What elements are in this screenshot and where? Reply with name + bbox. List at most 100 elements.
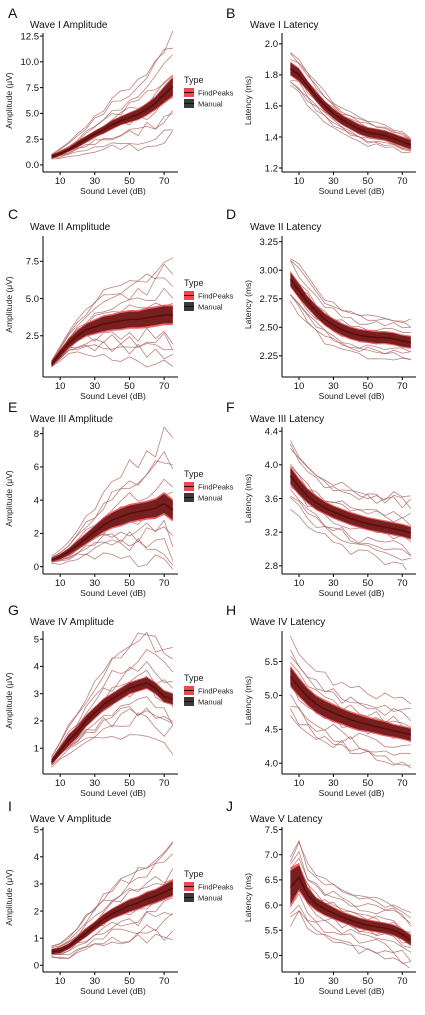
individual-trace	[51, 74, 174, 157]
mean-line	[289, 876, 412, 941]
x-axis-label: Sound Level (dB)	[319, 788, 385, 798]
individual-trace	[51, 538, 174, 562]
x-tick-label: 10	[55, 176, 66, 187]
individual-trace	[290, 662, 411, 729]
individual-trace	[51, 911, 173, 956]
x-tick-label: 70	[397, 176, 408, 187]
mean-line	[50, 682, 174, 763]
x-tick-label: 10	[294, 976, 305, 987]
manual-band	[290, 272, 411, 348]
plot-area	[289, 258, 412, 361]
individual-trace	[51, 933, 173, 959]
legend: Type FindPeaks Manual	[184, 278, 234, 312]
individual-trace	[290, 893, 412, 953]
individual-trace	[290, 649, 411, 713]
individual-trace	[51, 631, 173, 758]
panel-c: C Wave II Amplitude 2.5 5.0 7.5 10 30 50 70 Sound…	[4, 206, 234, 401]
x-tick-label: 10	[55, 578, 66, 589]
panel-letter: D	[226, 206, 236, 222]
plot-area	[51, 31, 174, 160]
legend-label: FindPeaks	[198, 483, 234, 492]
x-tick-label: 30	[328, 976, 339, 987]
panel-letter: B	[226, 5, 235, 21]
x-tick-label: 30	[90, 578, 101, 589]
individual-trace	[51, 734, 174, 768]
y-axis-label: Latency (ms)	[243, 676, 253, 725]
individual-trace	[51, 263, 174, 362]
y-tick-label: 0.0	[26, 160, 39, 171]
mean-line	[289, 475, 411, 534]
y-axis-label: Amplitude (μV)	[4, 470, 14, 527]
y-tick-label: 6.0	[265, 900, 278, 911]
individual-trace	[51, 54, 174, 156]
individual-trace	[51, 648, 174, 761]
panel-letter: F	[226, 399, 235, 415]
y-tick-label: 2	[34, 716, 39, 727]
plot-area	[289, 52, 412, 154]
y-tick-label: 12.5	[21, 31, 40, 42]
x-axis-label: Sound Level (dB)	[80, 788, 146, 798]
panel-title: Wave II Latency	[250, 222, 321, 233]
x-tick-label: 30	[328, 381, 339, 392]
y-axis-label: Amplitude (μV)	[4, 276, 14, 333]
x-tick-label: 50	[124, 176, 135, 187]
x-axis-label: Sound Level (dB)	[319, 186, 385, 196]
individual-trace	[51, 706, 174, 766]
individual-trace	[51, 537, 174, 566]
individual-trace	[290, 486, 412, 543]
individual-trace	[290, 465, 412, 527]
individual-trace	[290, 636, 412, 705]
x-tick-label: 50	[363, 578, 374, 589]
individual-trace	[290, 497, 411, 561]
x-tick-label: 70	[397, 381, 408, 392]
manual-band	[51, 77, 173, 159]
x-axis-label: Sound Level (dB)	[80, 186, 146, 196]
y-tick-label: 2.5	[26, 331, 39, 342]
legend: Type FindPeaks Manual	[184, 869, 234, 903]
panel-a: A Wave I Amplitude 0.0 2.5 5.0 7.5 10.0 12.5 10 3…	[4, 5, 234, 196]
mean-line	[51, 887, 174, 953]
y-tick-label: 4.0	[265, 759, 278, 770]
individual-trace	[290, 910, 411, 965]
y-tick-label: 1	[34, 743, 39, 754]
panel-title: Wave V Amplitude	[30, 814, 112, 825]
mean-line	[51, 502, 174, 561]
legend-label: Manual	[198, 494, 223, 503]
individual-trace	[290, 865, 412, 935]
x-axis-label: Sound Level (dB)	[319, 588, 385, 598]
x-tick-label: 10	[294, 778, 305, 789]
x-axis-label: Sound Level (dB)	[80, 588, 146, 598]
y-axis-label: Amplitude (μV)	[4, 672, 14, 729]
y-tick-label: 4.0	[265, 460, 278, 471]
manual-band	[290, 865, 411, 946]
y-tick-label: 5.5	[265, 657, 278, 668]
legend-label: Manual	[198, 100, 223, 109]
individual-trace	[290, 839, 412, 919]
y-tick-label: 2.0	[265, 39, 278, 50]
y-tick-label: 6.5	[265, 875, 278, 886]
x-axis-label: Sound Level (dB)	[319, 391, 385, 401]
mean-line	[50, 314, 173, 365]
x-axis-label: Sound Level (dB)	[319, 986, 385, 996]
x-tick-label: 50	[124, 381, 135, 392]
panel-e: E Wave III Amplitude 0 2 4 6 8 10 30 50 70 Sound Le…	[4, 399, 234, 598]
y-tick-label: 2	[34, 906, 39, 917]
individual-trace	[51, 332, 174, 366]
x-tick-label: 70	[159, 176, 170, 187]
individual-trace	[290, 841, 411, 913]
panel-letter: I	[8, 798, 12, 814]
individual-trace	[51, 526, 174, 563]
panel-j: J Wave V Latency 5.0 5.5 6.0 6.5 7.0 7.5 10 30 50 7…	[226, 798, 416, 996]
individual-trace	[51, 853, 174, 949]
individual-trace	[51, 79, 174, 158]
plot-area	[289, 440, 412, 570]
mean-line	[289, 68, 412, 146]
individual-trace	[51, 451, 174, 558]
x-tick-label: 50	[363, 976, 374, 987]
x-tick-label: 30	[90, 976, 101, 987]
y-tick-label: 5.0	[26, 109, 39, 120]
individual-trace	[290, 909, 410, 968]
x-tick-label: 10	[294, 578, 305, 589]
individual-trace	[290, 260, 411, 329]
plot-area	[50, 631, 174, 768]
